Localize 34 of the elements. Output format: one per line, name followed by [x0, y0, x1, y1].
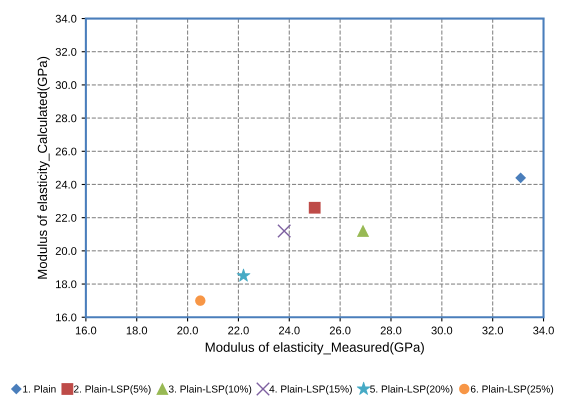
x-tick-label: 34.0: [533, 326, 554, 334]
point: [515, 172, 526, 184]
x-tick-label: 28.0: [380, 326, 402, 334]
point: [357, 225, 369, 237]
y-tick-label: 22.0: [56, 214, 76, 222]
legend-label: 2. Plain-LSP(5%): [74, 385, 151, 395]
x-tick-label: 18.0: [126, 326, 148, 334]
legend-label: 6. Plain-LSP(25%): [470, 385, 554, 395]
y-tick-label: 28.0: [56, 114, 76, 122]
point: [277, 224, 292, 238]
legend-label: 1. Plain: [23, 385, 56, 393]
point: [236, 268, 250, 282]
x-axis-title: Modulus of elasticity_Measured(GPa): [206, 342, 424, 354]
y-tick-label: 30.0: [56, 81, 76, 90]
x-tick-label: 26.0: [330, 326, 351, 334]
y-tick-label: 34.0: [56, 14, 76, 23]
x-tick-label: 16.0: [76, 326, 96, 334]
y-axis-title: Modulus of elasticity_Calculated(GPa): [37, 56, 50, 279]
y-tick-label: 26.0: [56, 148, 76, 156]
y-tick-label: 20.0: [56, 247, 76, 255]
legend-label: 5. Plain-LSP(20%): [370, 385, 452, 395]
x-tick-label: 22.0: [228, 326, 249, 334]
y-tick-label: 18.0: [56, 280, 76, 288]
point: [308, 202, 321, 214]
x-tick-label: 32.0: [482, 326, 504, 334]
x-tick-label: 24.0: [279, 326, 300, 334]
y-tick-label: 32.0: [56, 48, 76, 56]
y-tick-label: 24.0: [56, 180, 76, 189]
x-tick-label: 20.0: [177, 326, 198, 334]
legend-label: 3. Plain-LSP(10%): [168, 385, 252, 395]
point: [195, 295, 206, 306]
y-tick-label: 16.0: [56, 314, 76, 322]
legend-label: 4. Plain-LSP(15%): [269, 385, 352, 395]
x-tick-label: 30.0: [431, 326, 452, 334]
